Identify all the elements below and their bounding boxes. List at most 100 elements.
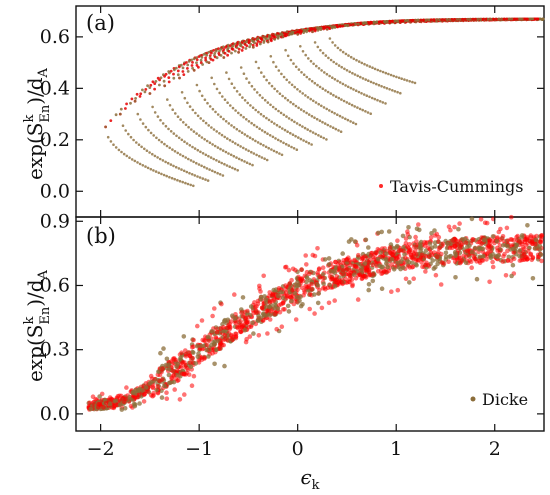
tc-point bbox=[305, 75, 309, 79]
dicke-point bbox=[119, 407, 125, 412]
tc-point bbox=[183, 96, 187, 100]
dicke-point bbox=[96, 401, 101, 407]
tc-point bbox=[231, 166, 234, 170]
tc-point bbox=[178, 179, 182, 183]
tc-point bbox=[321, 120, 324, 124]
tc-point bbox=[169, 130, 173, 133]
tc-point bbox=[301, 125, 304, 128]
tc-point bbox=[180, 168, 183, 171]
tc-point bbox=[174, 66, 178, 70]
tc-point bbox=[352, 88, 355, 91]
tc-point bbox=[328, 109, 331, 112]
dicke-point bbox=[315, 283, 321, 288]
panel-b-x-tick-label: 1 bbox=[390, 438, 402, 460]
dicke-point bbox=[316, 266, 322, 271]
tc-point bbox=[442, 18, 446, 21]
tc-point bbox=[204, 56, 208, 60]
tc-point bbox=[311, 131, 315, 134]
tc-point bbox=[266, 40, 270, 44]
dicke-point bbox=[286, 267, 292, 273]
tc-point bbox=[357, 90, 361, 94]
dicke-point bbox=[212, 306, 217, 311]
dicke-point bbox=[396, 264, 402, 270]
dicke-point bbox=[459, 242, 465, 247]
tc-point bbox=[214, 49, 218, 53]
tc-point bbox=[505, 17, 509, 21]
tc-point bbox=[151, 80, 155, 84]
tc-point bbox=[158, 83, 161, 87]
dicke-point bbox=[169, 376, 174, 381]
dicke-point bbox=[474, 276, 480, 282]
tc-point bbox=[153, 111, 157, 114]
tc-point bbox=[393, 90, 397, 93]
tc-point bbox=[119, 107, 123, 111]
tc-point bbox=[471, 17, 475, 21]
tc-point bbox=[408, 80, 412, 83]
tc-point bbox=[337, 96, 341, 100]
tc-point bbox=[372, 81, 375, 85]
panel-b-frame bbox=[75, 216, 545, 432]
tc-point bbox=[252, 123, 256, 127]
tc-point bbox=[121, 124, 125, 127]
tc-point bbox=[149, 83, 153, 87]
tc-point bbox=[351, 23, 355, 26]
dicke-point bbox=[346, 239, 352, 244]
dicke-point bbox=[230, 337, 235, 343]
dicke-point bbox=[275, 306, 281, 312]
tc-point bbox=[255, 153, 258, 157]
tc-point bbox=[344, 117, 347, 121]
dicke-point bbox=[453, 253, 458, 258]
tc-point bbox=[246, 134, 249, 138]
tc-point bbox=[352, 121, 355, 124]
dicke-point bbox=[435, 254, 440, 260]
dicke-point bbox=[352, 257, 357, 263]
dicke-point bbox=[488, 254, 494, 259]
dicke-point bbox=[391, 250, 397, 255]
tc-point bbox=[405, 79, 409, 82]
dicke-point bbox=[357, 272, 363, 277]
dicke-point bbox=[309, 287, 315, 292]
dicke-point bbox=[478, 217, 484, 222]
tc-point bbox=[176, 151, 179, 155]
tc-point bbox=[287, 144, 291, 147]
tc-point bbox=[365, 94, 369, 97]
dicke-point bbox=[189, 345, 195, 350]
tc-point bbox=[232, 154, 236, 158]
tc-point bbox=[286, 98, 290, 102]
tc-point bbox=[357, 60, 361, 63]
tc-point bbox=[331, 41, 334, 44]
tc-point bbox=[263, 157, 266, 160]
dicke-point bbox=[240, 314, 246, 319]
dicke-point bbox=[439, 260, 445, 265]
dicke-point bbox=[176, 377, 181, 383]
tc-point bbox=[455, 18, 459, 21]
dicke-point bbox=[525, 256, 531, 261]
dicke-point bbox=[198, 343, 204, 349]
tc-point bbox=[272, 60, 275, 64]
dicke-point bbox=[145, 389, 151, 394]
dicke-point bbox=[123, 396, 128, 402]
tc-point bbox=[474, 17, 477, 21]
dicke-point bbox=[161, 346, 166, 351]
tc-point bbox=[279, 140, 283, 143]
dicke-point bbox=[255, 318, 261, 323]
dicke-point bbox=[179, 350, 184, 356]
dicke-point bbox=[363, 237, 369, 243]
tc-point bbox=[388, 88, 391, 91]
dicke-point bbox=[299, 276, 305, 281]
dicke-point bbox=[210, 313, 215, 319]
tc-point bbox=[290, 32, 294, 36]
tc-point bbox=[310, 114, 314, 118]
tc-point bbox=[144, 165, 147, 168]
tc-point bbox=[197, 163, 201, 166]
tc-point bbox=[215, 130, 218, 133]
tc-point bbox=[458, 17, 462, 21]
dicke-point bbox=[419, 260, 424, 265]
dicke-point bbox=[272, 311, 278, 317]
panel-b-x-tick-label: 2 bbox=[489, 438, 501, 460]
tc-point bbox=[148, 86, 152, 89]
tc-point bbox=[289, 100, 292, 104]
tc-point bbox=[329, 92, 333, 95]
tc-point bbox=[290, 145, 293, 149]
tc-point bbox=[190, 58, 193, 62]
